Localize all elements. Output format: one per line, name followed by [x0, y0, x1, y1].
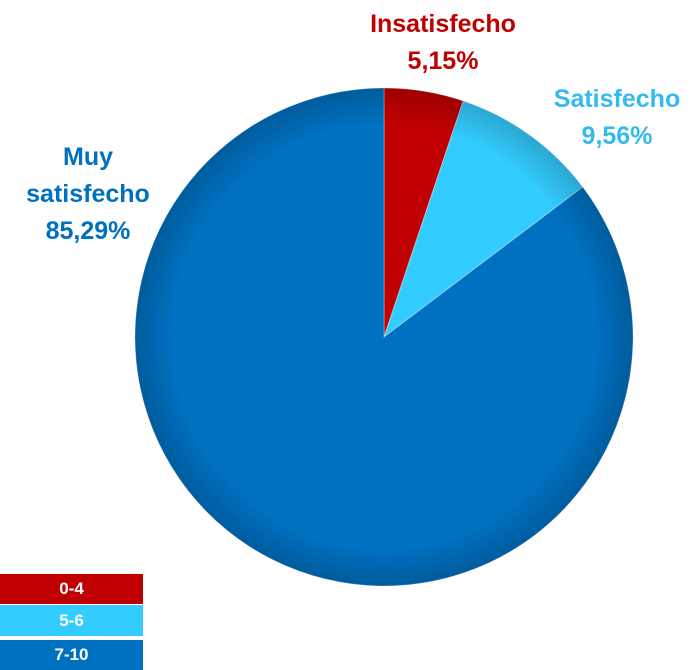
- legend-entry: 5-6: [0, 605, 143, 636]
- value-label: 5,15%: [407, 47, 479, 75]
- category-label: Muy satisfecho: [26, 143, 150, 208]
- category-label: Insatisfecho: [370, 10, 516, 38]
- category-label: Satisfecho: [553, 85, 681, 113]
- value-label: 9,56%: [581, 122, 653, 150]
- legend-entry: 0-4: [0, 574, 143, 604]
- value-label: 85,29%: [45, 217, 131, 245]
- legend-entry: 7-10: [0, 640, 143, 670]
